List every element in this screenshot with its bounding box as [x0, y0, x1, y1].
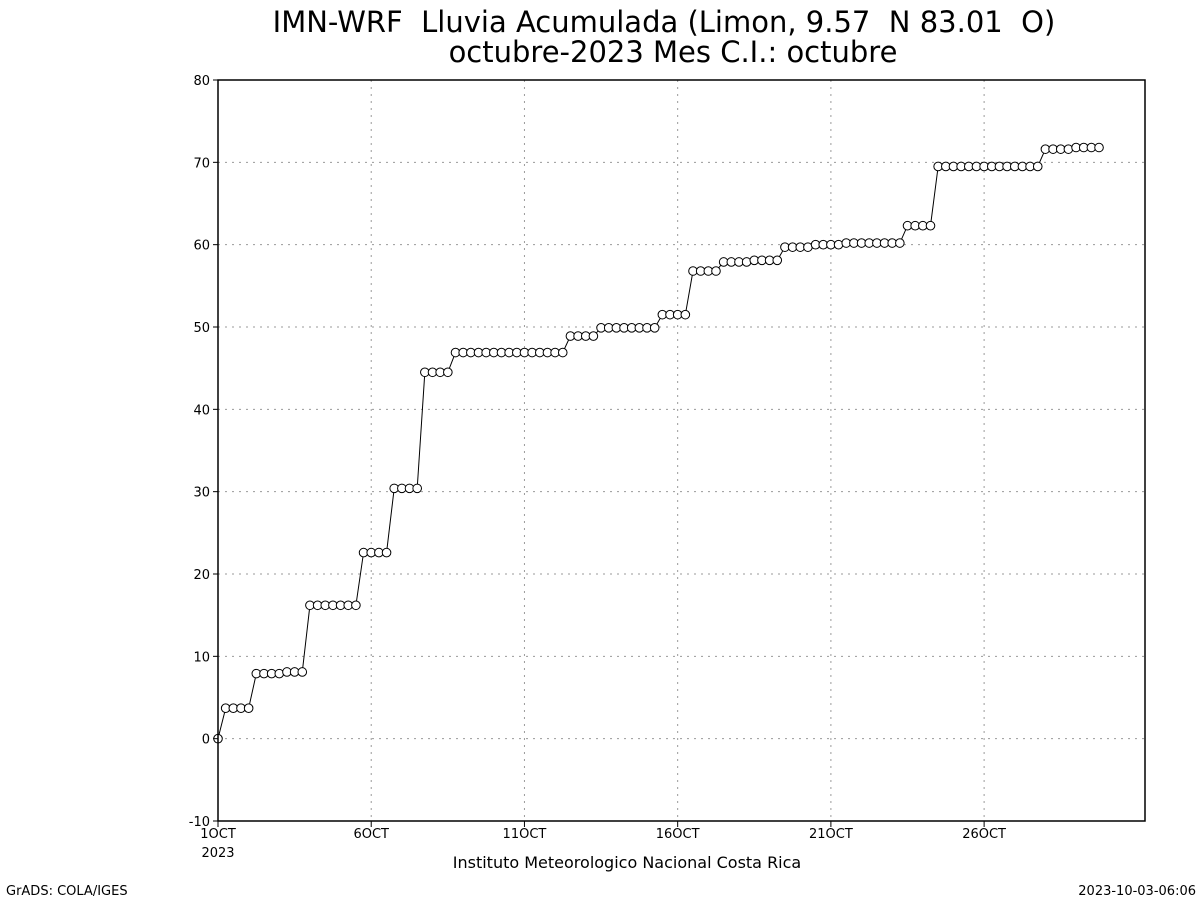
- data-point: [297, 667, 308, 677]
- data-point: [1063, 144, 1074, 154]
- data-point: [443, 367, 453, 378]
- footer-timestamp: 2023-10-03-06:06: [1078, 884, 1196, 899]
- data-point: [772, 255, 783, 266]
- chart-title: IMN-WRF Lluvia Acumulada (Limon, 9.57 N …: [273, 5, 1056, 39]
- x-tick-label: 26OCT: [962, 827, 1006, 842]
- plot-frame: [217, 79, 1146, 822]
- x-tick-label: 21OCT: [809, 827, 853, 842]
- data-point: [351, 600, 361, 611]
- data-point: [588, 331, 599, 341]
- data-point: [741, 257, 752, 267]
- y-tick-label: 80: [193, 74, 210, 89]
- y-tick-label: 50: [193, 321, 210, 336]
- data-point: [243, 703, 254, 714]
- series-polyline: [217, 147, 1100, 739]
- footer-credit: GrADS: COLA/IGES: [6, 884, 128, 899]
- x-tick-label: 16OCT: [656, 827, 700, 842]
- x-tick-label: 11OCT: [503, 827, 547, 842]
- x-axis-label: Instituto Meteorologico Nacional Costa R…: [453, 853, 801, 872]
- y-tick-label: 60: [193, 239, 210, 254]
- data-point: [274, 668, 285, 679]
- data-point: [680, 309, 691, 320]
- series-markers: [213, 142, 1104, 744]
- data-point: [833, 239, 844, 250]
- data-point: [1032, 161, 1043, 172]
- y-tick-label: 70: [193, 156, 210, 171]
- data-point: [412, 483, 422, 494]
- y-tick-label: 10: [193, 650, 210, 665]
- y-tick-label: -10: [189, 815, 210, 830]
- data-point: [649, 323, 660, 333]
- data-point: [895, 238, 905, 248]
- data-point: [557, 347, 568, 358]
- x-axis: 1OCT 2023 6OCT 11OCT 16OCT 21OCT 26OCT: [200, 821, 1006, 861]
- grid: [218, 80, 1145, 821]
- y-tick-label: 30: [193, 486, 210, 501]
- chart-subtitle: octubre-2023 Mes C.I.: octubre: [449, 35, 898, 69]
- y-axis: -10 0 10 20 30 40 50 60 70 80: [189, 74, 218, 830]
- data-point: [1094, 142, 1104, 153]
- data-point: [925, 220, 936, 231]
- y-tick-label: 0: [202, 733, 210, 748]
- y-tick-label: 20: [193, 568, 210, 583]
- y-tick-label: 40: [193, 403, 210, 418]
- x-tick-sublabel: 2023: [201, 846, 234, 861]
- x-tick-label: 1OCT: [200, 827, 236, 842]
- data-point: [711, 266, 721, 276]
- x-tick-label: 6OCT: [353, 827, 389, 842]
- data-point: [381, 547, 392, 558]
- series-line: [217, 147, 1100, 739]
